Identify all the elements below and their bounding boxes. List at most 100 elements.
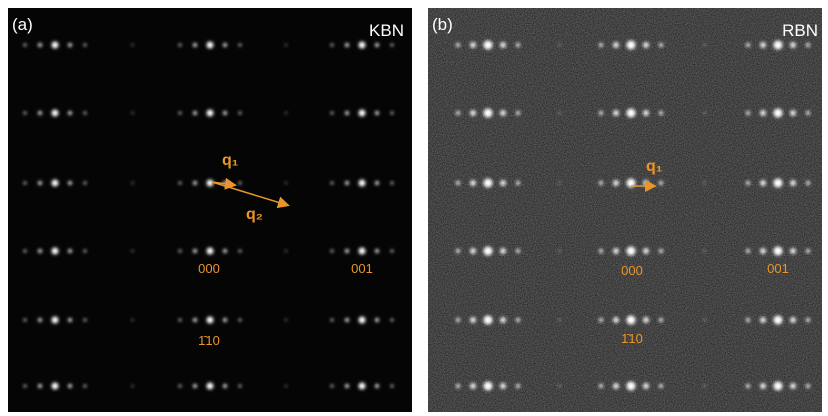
- spot: [599, 111, 603, 115]
- spot: [659, 249, 663, 253]
- spot: [456, 43, 460, 47]
- panel-label: (a): [12, 15, 33, 34]
- spot: [470, 383, 476, 389]
- spot: [179, 182, 182, 185]
- index-label: 1̄10: [198, 333, 220, 348]
- spot: [391, 44, 394, 47]
- spot: [52, 383, 59, 390]
- spot: [391, 182, 394, 185]
- spot: [179, 112, 182, 115]
- spot: [375, 43, 379, 47]
- spot: [52, 110, 59, 117]
- figure: (a) KBN q₁ q₂ 000 001 1̄10 (b) RBN q₁ 00…: [0, 0, 828, 416]
- spot: [52, 248, 59, 255]
- spot: [484, 179, 493, 188]
- spot: [806, 111, 810, 115]
- spot: [38, 43, 42, 47]
- spot: [774, 41, 783, 50]
- spot: [285, 112, 287, 114]
- spot: [627, 382, 636, 391]
- spot: [500, 383, 506, 389]
- spot: [391, 319, 394, 322]
- spot: [359, 383, 366, 390]
- spot: [627, 41, 636, 50]
- spot: [774, 382, 783, 391]
- spot: [345, 111, 349, 115]
- spot: [131, 250, 133, 252]
- spot: [331, 44, 334, 47]
- spot: [599, 249, 603, 253]
- spot: [774, 179, 783, 188]
- spot: [207, 317, 214, 324]
- spot: [345, 43, 349, 47]
- spot: [375, 111, 379, 115]
- spot: [774, 109, 783, 118]
- spot: [558, 250, 560, 252]
- spot: [516, 249, 520, 253]
- spot: [68, 111, 72, 115]
- spot: [131, 182, 133, 184]
- spot: [84, 385, 87, 388]
- spot: [179, 250, 182, 253]
- spot: [806, 181, 810, 185]
- spot: [790, 248, 796, 254]
- spot: [790, 383, 796, 389]
- spot: [68, 384, 72, 388]
- spot: [558, 182, 560, 184]
- spot: [331, 385, 334, 388]
- spot: [345, 249, 349, 253]
- spot: [391, 385, 394, 388]
- spot: [131, 112, 133, 114]
- spot: [391, 250, 394, 253]
- spot: [193, 43, 197, 47]
- spot: [659, 181, 663, 185]
- spot: [24, 385, 27, 388]
- spot: [599, 181, 603, 185]
- panel-a: [8, 8, 412, 412]
- spot: [375, 384, 379, 388]
- spot: [359, 180, 366, 187]
- spot: [613, 180, 619, 186]
- spot: [223, 384, 227, 388]
- spot: [239, 112, 242, 115]
- spot: [391, 112, 394, 115]
- spot: [285, 319, 287, 321]
- spot: [345, 318, 349, 322]
- index-label: 1̄10: [621, 331, 643, 346]
- spot: [52, 42, 59, 49]
- index-label: 001: [767, 261, 789, 276]
- spot: [359, 42, 366, 49]
- spot: [131, 385, 133, 387]
- spot: [456, 384, 460, 388]
- spot: [516, 181, 520, 185]
- spot: [627, 316, 636, 325]
- spot: [703, 182, 705, 184]
- spot: [193, 318, 197, 322]
- q1-label: q₁: [646, 158, 663, 175]
- spot: [285, 250, 287, 252]
- spot: [223, 249, 227, 253]
- spot: [223, 111, 227, 115]
- spot: [223, 43, 227, 47]
- spot: [746, 318, 750, 322]
- spot: [774, 316, 783, 325]
- spot: [193, 249, 197, 253]
- spot: [703, 112, 705, 114]
- q1-label: q₁: [222, 152, 239, 169]
- spot: [68, 181, 72, 185]
- spot: [331, 250, 334, 253]
- spot: [484, 382, 493, 391]
- spot: [239, 44, 242, 47]
- spot: [470, 110, 476, 116]
- spot: [484, 316, 493, 325]
- spot: [179, 319, 182, 322]
- spot: [659, 111, 663, 115]
- spot: [38, 181, 42, 185]
- spot: [558, 44, 560, 46]
- spot: [179, 44, 182, 47]
- spot: [659, 384, 663, 388]
- spot: [470, 317, 476, 323]
- spot: [239, 319, 242, 322]
- spot: [790, 110, 796, 116]
- spot: [331, 319, 334, 322]
